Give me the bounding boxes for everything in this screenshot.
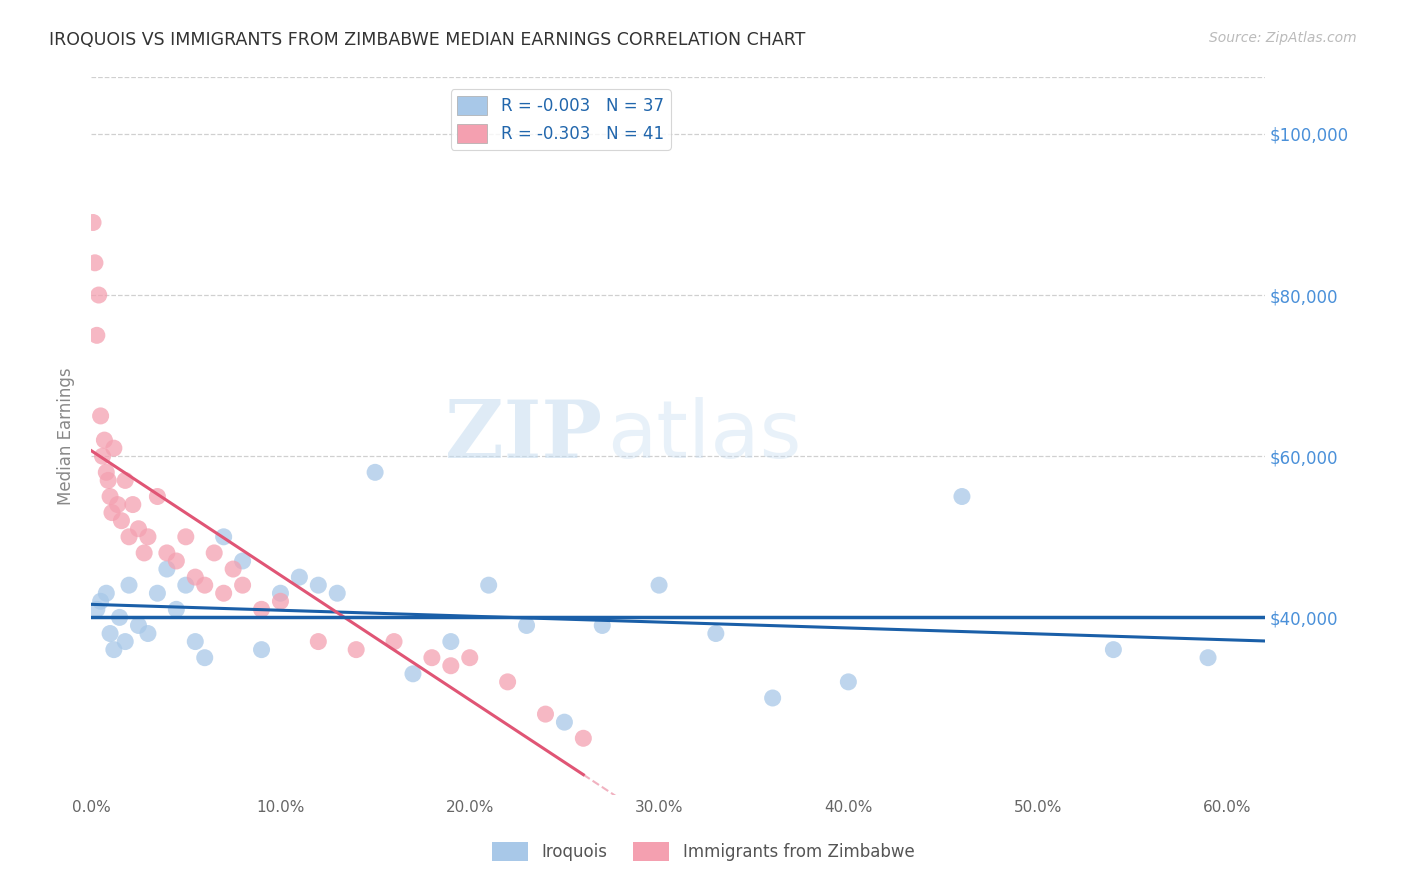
Point	[478, 578, 501, 592]
Point	[212, 586, 235, 600]
Point	[93, 433, 115, 447]
Point	[194, 650, 217, 665]
Point	[96, 466, 118, 480]
Point	[184, 570, 207, 584]
Point	[156, 546, 179, 560]
Text: ZIP: ZIP	[444, 397, 602, 475]
Point	[648, 578, 671, 592]
Point	[82, 215, 104, 229]
Point	[232, 554, 254, 568]
Point	[194, 578, 217, 592]
Legend: R = -0.003   N = 37, R = -0.303   N = 41: R = -0.003 N = 37, R = -0.303 N = 41	[451, 89, 671, 150]
Point	[950, 490, 973, 504]
Point	[496, 674, 519, 689]
Point	[86, 602, 108, 616]
Point	[121, 498, 143, 512]
Point	[212, 530, 235, 544]
Point	[98, 490, 121, 504]
Point	[344, 642, 367, 657]
Point	[101, 506, 124, 520]
Point	[165, 602, 187, 616]
Point	[232, 578, 254, 592]
Point	[326, 586, 349, 600]
Point	[103, 642, 125, 657]
Point	[202, 546, 225, 560]
Point	[96, 586, 118, 600]
Point	[250, 642, 273, 657]
Point	[307, 578, 329, 592]
Point	[222, 562, 245, 576]
Text: Source: ZipAtlas.com: Source: ZipAtlas.com	[1209, 31, 1357, 45]
Point	[572, 731, 595, 746]
Point	[90, 594, 112, 608]
Point	[118, 530, 141, 544]
Point	[1102, 642, 1125, 657]
Point	[250, 602, 273, 616]
Point	[174, 530, 197, 544]
Point	[146, 490, 169, 504]
Point	[288, 570, 311, 584]
Point	[184, 634, 207, 648]
Point	[420, 650, 443, 665]
Point	[84, 256, 107, 270]
Point	[108, 610, 131, 624]
Point	[591, 618, 613, 632]
Point	[704, 626, 727, 640]
Point	[440, 658, 463, 673]
Point	[127, 522, 149, 536]
Point	[134, 546, 156, 560]
Point	[107, 498, 129, 512]
Point	[90, 409, 112, 423]
Point	[269, 586, 291, 600]
Point	[165, 554, 187, 568]
Point	[87, 288, 110, 302]
Point	[269, 594, 291, 608]
Point	[103, 441, 125, 455]
Point	[458, 650, 481, 665]
Point	[98, 626, 121, 640]
Point	[762, 690, 785, 705]
Point	[114, 634, 136, 648]
Point	[174, 578, 197, 592]
Point	[86, 328, 108, 343]
Point	[837, 674, 859, 689]
Point	[91, 449, 114, 463]
Point	[110, 514, 132, 528]
Point	[136, 530, 159, 544]
Legend: Iroquois, Immigrants from Zimbabwe: Iroquois, Immigrants from Zimbabwe	[485, 835, 921, 868]
Point	[146, 586, 169, 600]
Point	[1197, 650, 1219, 665]
Point	[307, 634, 329, 648]
Point	[553, 715, 575, 730]
Point	[114, 474, 136, 488]
Point	[127, 618, 149, 632]
Point	[136, 626, 159, 640]
Point	[97, 474, 120, 488]
Point	[440, 634, 463, 648]
Text: IROQUOIS VS IMMIGRANTS FROM ZIMBABWE MEDIAN EARNINGS CORRELATION CHART: IROQUOIS VS IMMIGRANTS FROM ZIMBABWE MED…	[49, 31, 806, 49]
Point	[534, 707, 557, 722]
Point	[156, 562, 179, 576]
Text: atlas: atlas	[607, 397, 801, 475]
Y-axis label: Median Earnings: Median Earnings	[58, 368, 75, 505]
Point	[364, 466, 387, 480]
Point	[118, 578, 141, 592]
Point	[382, 634, 405, 648]
Point	[516, 618, 538, 632]
Point	[402, 666, 425, 681]
